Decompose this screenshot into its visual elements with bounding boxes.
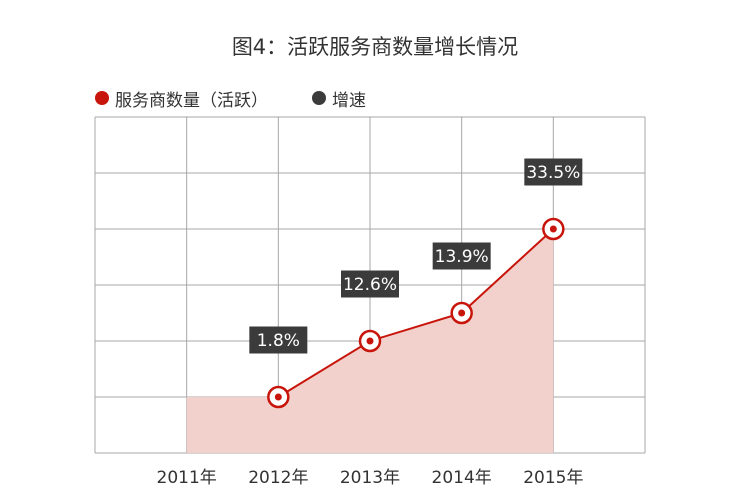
legend: 服务商数量（活跃） 增速 — [95, 86, 410, 111]
legend-label-growth-rate: 增速 — [332, 90, 366, 111]
growth-badge — [432, 242, 491, 270]
growth-label: 33.5% — [526, 163, 580, 183]
growth-badge — [341, 270, 399, 298]
x-tick-label: 2013年 — [340, 468, 400, 488]
growth-badge — [249, 326, 308, 354]
x-tick-label: 2015年 — [523, 468, 583, 488]
legend-label-active-providers: 服务商数量（活跃） — [115, 90, 268, 111]
growth-badge — [524, 158, 583, 186]
legend-item-active-providers: 服务商数量（活跃） — [95, 86, 268, 111]
data-point-center — [549, 225, 557, 233]
data-point-center — [366, 337, 374, 345]
data-point-center — [274, 393, 282, 401]
series-line — [277, 228, 555, 398]
legend-marker-active-providers — [95, 91, 109, 105]
tick-layer: 2011年 2012年 2013年 2014年 2015年 — [157, 468, 584, 488]
badge-layer: 1.8% 12.6% 13.9% 33.5% — [249, 158, 583, 354]
x-tick-label: 2011年 — [157, 468, 217, 488]
point-layer — [267, 217, 565, 409]
line-layer — [277, 228, 555, 398]
chart-title: 图4：活跃服务商数量增长情况 — [231, 35, 519, 59]
x-tick-label: 2014年 — [432, 468, 492, 488]
legend-item-growth-rate: 增速 — [312, 86, 366, 111]
growth-label: 1.8% — [257, 331, 300, 351]
growth-label: 13.9% — [435, 247, 489, 267]
data-point-center — [458, 309, 466, 317]
legend-marker-growth-rate — [312, 91, 326, 105]
x-tick-label: 2012年 — [248, 468, 308, 488]
growth-label: 12.6% — [343, 275, 397, 295]
